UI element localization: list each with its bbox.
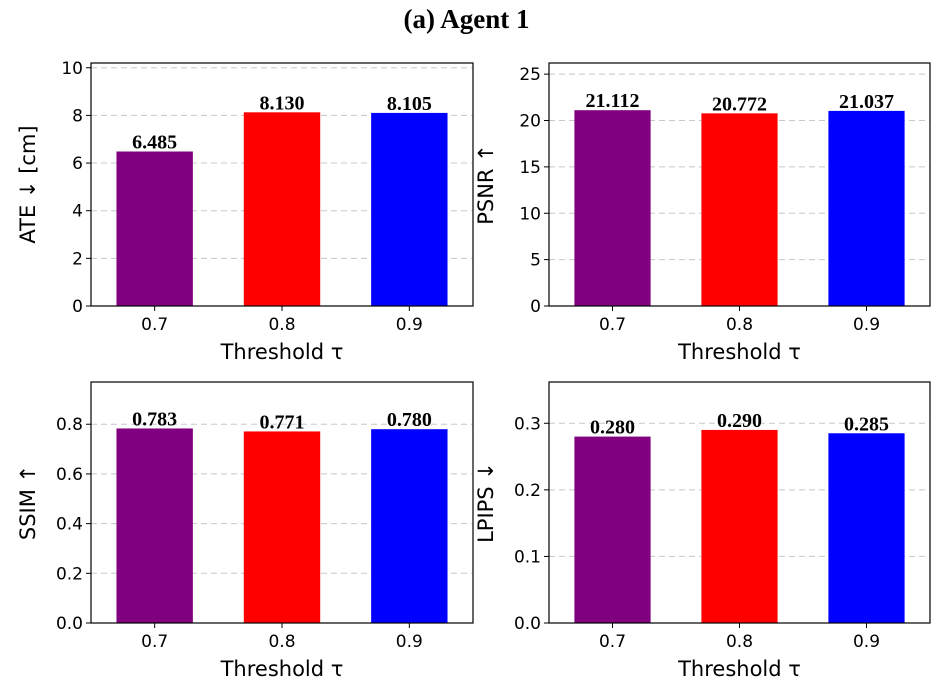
chart-psnr: 21.112 20.772 21.037 0 5 10 15 20 25 0.7 0.8 0.9 Thr… bbox=[474, 62, 931, 364]
value-label: 0.290 bbox=[717, 410, 762, 432]
y-tick-label: 0.4 bbox=[56, 515, 83, 535]
value-label: 0.771 bbox=[260, 411, 305, 433]
value-label: 0.285 bbox=[844, 413, 889, 435]
y-axis-label: ATE ↓ [cm] bbox=[16, 125, 40, 243]
x-axis-label: Threshold τ bbox=[677, 340, 801, 364]
y-tick-label: 0.0 bbox=[514, 614, 541, 634]
bar-0.7 bbox=[574, 110, 651, 306]
bar-0.8 bbox=[701, 429, 778, 623]
bar-0.9 bbox=[828, 110, 905, 307]
bar-0.9 bbox=[371, 429, 448, 623]
y-tick-label: 0 bbox=[72, 297, 83, 317]
value-label: 6.485 bbox=[132, 132, 177, 154]
x-axis-label: Threshold τ bbox=[220, 340, 344, 364]
y-axis-label: LPIPS ↓ bbox=[474, 462, 498, 543]
figure-title: (a) Agent 1 bbox=[403, 4, 530, 34]
x-tick-label: 0.8 bbox=[268, 315, 295, 335]
y-axis-label: PSNR ↑ bbox=[474, 144, 498, 225]
bar-0.7 bbox=[574, 436, 651, 623]
value-label: 8.105 bbox=[387, 93, 432, 115]
y-tick-label: 0.2 bbox=[514, 481, 541, 501]
y-tick-label: 4 bbox=[72, 202, 83, 222]
value-label: 0.783 bbox=[132, 408, 177, 430]
chart-ate: 6.485 8.130 8.105 0 2 4 6 8 10 0.7 0.8 0.9 Threshold… bbox=[16, 59, 474, 364]
bar-0.9 bbox=[828, 433, 905, 623]
y-tick-label: 25 bbox=[519, 65, 541, 85]
y-tick-label: 10 bbox=[519, 204, 541, 224]
y-tick-label: 0.0 bbox=[56, 614, 83, 634]
x-tick-label: 0.7 bbox=[141, 315, 168, 335]
x-tick-label: 0.9 bbox=[853, 632, 880, 652]
x-tick-label: 0.8 bbox=[268, 632, 295, 652]
chart-ssim: 0.783 0.771 0.780 0.0 0.2 0.4 0.6 0.8 0.7 0.8 0.9 T… bbox=[16, 381, 474, 681]
y-tick-label: 5 bbox=[530, 251, 541, 271]
value-label: 0.280 bbox=[590, 417, 635, 439]
y-tick-label: 20 bbox=[519, 112, 541, 132]
y-tick-label: 2 bbox=[72, 249, 83, 269]
x-tick-label: 0.7 bbox=[599, 315, 626, 335]
x-tick-label: 0.7 bbox=[141, 632, 168, 652]
x-tick-label: 0.9 bbox=[396, 315, 423, 335]
y-tick-label: 8 bbox=[72, 106, 83, 126]
chart-lpips: 0.280 0.290 0.285 0.0 0.1 0.2 0.3 0.7 0.8 0.9 Thre… bbox=[474, 381, 931, 681]
y-axis-label: SSIM ↑ bbox=[16, 465, 40, 540]
y-tick-label: 0.6 bbox=[56, 465, 83, 485]
bar-0.8 bbox=[243, 112, 321, 307]
x-tick-label: 0.7 bbox=[599, 632, 626, 652]
bar-0.9 bbox=[371, 112, 448, 306]
x-axis-label: Threshold τ bbox=[677, 657, 801, 681]
y-tick-label: 0.2 bbox=[56, 564, 83, 584]
y-tick-label: 0.3 bbox=[514, 414, 541, 434]
y-tick-label: 6 bbox=[72, 154, 83, 174]
value-label: 0.780 bbox=[387, 409, 432, 431]
y-tick-label: 0.8 bbox=[56, 415, 83, 435]
y-tick-label: 15 bbox=[519, 158, 541, 178]
bar-0.7 bbox=[116, 428, 193, 623]
x-tick-label: 0.8 bbox=[726, 315, 753, 335]
y-tick-label: 10 bbox=[61, 59, 83, 79]
y-tick-label: 0 bbox=[530, 297, 541, 317]
x-axis-label: Threshold τ bbox=[220, 657, 344, 681]
value-label: 21.112 bbox=[586, 90, 640, 112]
x-tick-label: 0.8 bbox=[726, 632, 753, 652]
value-label: 21.037 bbox=[839, 91, 894, 113]
value-label: 20.772 bbox=[712, 93, 767, 115]
value-label: 8.130 bbox=[260, 92, 305, 114]
bar-0.8 bbox=[243, 431, 321, 623]
x-tick-label: 0.9 bbox=[853, 315, 880, 335]
bar-0.8 bbox=[701, 113, 778, 307]
x-tick-label: 0.9 bbox=[396, 632, 423, 652]
bar-0.7 bbox=[116, 151, 193, 306]
y-tick-label: 0.1 bbox=[514, 547, 541, 567]
